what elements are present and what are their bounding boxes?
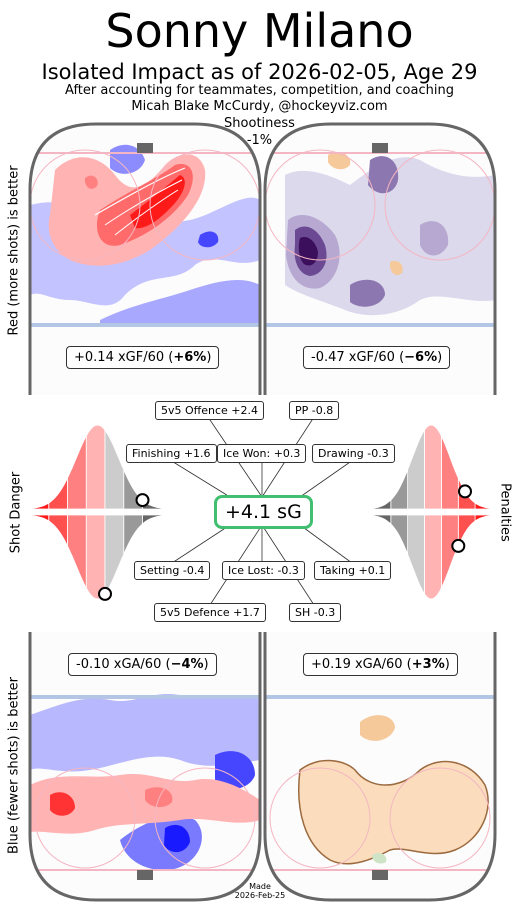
heat-red-region — [130, 175, 185, 229]
finishing-distribution-band — [29, 502, 50, 510]
taking-distribution-band — [373, 514, 392, 525]
summary-close: ) — [437, 350, 443, 365]
heat-red-region — [145, 787, 173, 808]
taking-distribution-band — [390, 514, 408, 555]
setting-distribution-band — [85, 514, 106, 600]
side-label-shot-danger: Shot Danger — [8, 471, 24, 554]
drawing-distribution-band — [424, 424, 442, 510]
ev-defence-component: 5v5 Defence +1.7 — [154, 603, 266, 622]
taking-distribution-band — [356, 514, 375, 517]
finishing-distribution-band — [160, 507, 181, 510]
taking-component: Taking +0.1 — [314, 561, 392, 580]
summary-pct: +3% — [411, 657, 445, 672]
heat-blue-region — [100, 280, 260, 325]
summary-text: -0.47 xGF/60 ( — [311, 350, 405, 365]
sh-component: SH -0.3 — [289, 603, 342, 622]
player-name: Sonny Milano — [105, 4, 414, 58]
ice-won-component: Ice Won: +0.3 — [217, 444, 307, 463]
setting-distribution-band — [142, 514, 162, 525]
summary-close: ) — [444, 657, 450, 672]
summary-close: ) — [206, 350, 212, 365]
finishing-distribution-band — [67, 435, 87, 510]
taking-distribution-band — [424, 514, 442, 600]
heat-orange-region — [328, 152, 351, 170]
penalty-distributions — [356, 424, 493, 600]
drawing-distribution-marker — [458, 484, 472, 499]
shootiness-value: -1% — [246, 133, 273, 148]
drawing-component: Drawing -0.3 — [312, 444, 395, 463]
summary-text: -0.10 xGA/60 ( — [76, 657, 171, 672]
side-label-top-left: Red (more shots) is better — [6, 165, 22, 336]
heat-purple-region — [285, 157, 495, 316]
drawing-distribution-band — [390, 469, 408, 510]
finishing-distribution-band — [48, 477, 68, 510]
summary-text: +0.14 xGF/60 ( — [74, 350, 174, 365]
made-label: Made — [249, 882, 271, 891]
heat-purple-region — [298, 236, 318, 266]
shot-danger-distributions — [29, 424, 181, 601]
heat-purple-region — [368, 156, 399, 194]
side-label-bottom-left: Blue (fewer shots) is better — [6, 677, 22, 854]
finishing-distribution-band — [85, 424, 106, 510]
heat-blue-region — [30, 693, 260, 772]
side-label-penalties: Penalties — [497, 483, 513, 542]
panel-sh-defence — [265, 632, 495, 900]
setting-distribution-band — [67, 514, 87, 589]
finishing-distribution-band — [104, 428, 125, 510]
taking-distribution-band — [474, 514, 493, 522]
ev-defence-summary: -0.10 xGA/60 (−4%) — [68, 653, 217, 676]
heat-blue-region — [164, 824, 190, 853]
summary-pct: −6% — [404, 350, 438, 365]
made-date: 2026-Feb-25 — [234, 891, 286, 900]
shootiness-label: Shootiness — [224, 116, 295, 131]
setting-distribution-band — [104, 514, 125, 596]
summary-close: ) — [203, 657, 209, 672]
setting-distribution-band — [29, 514, 50, 522]
heat-red-region — [84, 175, 98, 189]
taking-distribution-marker — [451, 538, 466, 553]
panel-ev-defence — [30, 632, 260, 900]
setting-distribution-band — [48, 514, 68, 547]
ev-offence-summary: +0.14 xGF/60 (+6%) — [66, 346, 220, 369]
heat-blue-region — [215, 751, 255, 790]
total-sg-box: +4.1 sG — [214, 495, 313, 529]
ev-offence-component: 5v5 Offence +2.4 — [155, 401, 265, 420]
drawing-distribution-band — [474, 502, 493, 510]
heat-red-region — [50, 792, 75, 816]
heat-orange-region — [390, 260, 403, 276]
heat-blue-region — [198, 231, 219, 248]
methodology-note: After accounting for teammates, competit… — [65, 83, 454, 98]
pp-offence-summary: -0.47 xGF/60 (−6%) — [303, 346, 451, 369]
finishing-distribution-marker — [135, 493, 150, 508]
setting-component: Setting -0.4 — [134, 561, 211, 580]
setting-distribution-band — [160, 514, 181, 517]
drawing-distribution-band — [441, 435, 459, 510]
taking-distribution-band — [407, 514, 425, 596]
setting-distribution-band — [123, 514, 143, 555]
ice-lost-component: Ice Lost: -0.3 — [222, 561, 305, 580]
heat-purple-region — [350, 279, 385, 307]
summary-pct: +6% — [173, 350, 207, 365]
heat-orange-region — [360, 715, 395, 741]
drawing-distribution-band — [373, 499, 392, 510]
finishing-component: Finishing +1.6 — [126, 444, 217, 463]
chart-subtitle: Isolated Impact as of 2026-02-05, Age 29 — [41, 60, 478, 84]
summary-pct: −4% — [170, 657, 204, 672]
heat-orange-region — [298, 760, 489, 864]
sh-defence-summary: +0.19 xGA/60 (+3%) — [303, 653, 458, 676]
summary-text: +0.19 xGA/60 ( — [311, 657, 412, 672]
heat-purple-region — [420, 221, 449, 256]
author-credit: Micah Blake McCurdy, @hockeyviz.com — [131, 99, 388, 114]
setting-distribution-marker — [98, 586, 112, 601]
drawing-distribution-band — [407, 428, 425, 510]
pp-component: PP -0.8 — [289, 401, 340, 420]
drawing-distribution-band — [356, 507, 375, 510]
heat-red-region — [30, 773, 260, 834]
